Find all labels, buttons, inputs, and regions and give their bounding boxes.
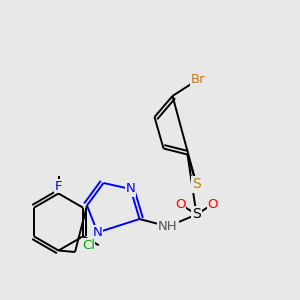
Text: O: O [175, 197, 185, 211]
Text: O: O [208, 197, 218, 211]
Text: N: N [126, 182, 135, 196]
Text: NH: NH [158, 220, 178, 233]
Text: Cl: Cl [82, 239, 95, 252]
Text: S: S [192, 178, 201, 191]
Text: Br: Br [191, 73, 205, 86]
Text: S: S [192, 208, 201, 221]
Text: N: N [93, 226, 102, 239]
Text: F: F [55, 179, 62, 193]
